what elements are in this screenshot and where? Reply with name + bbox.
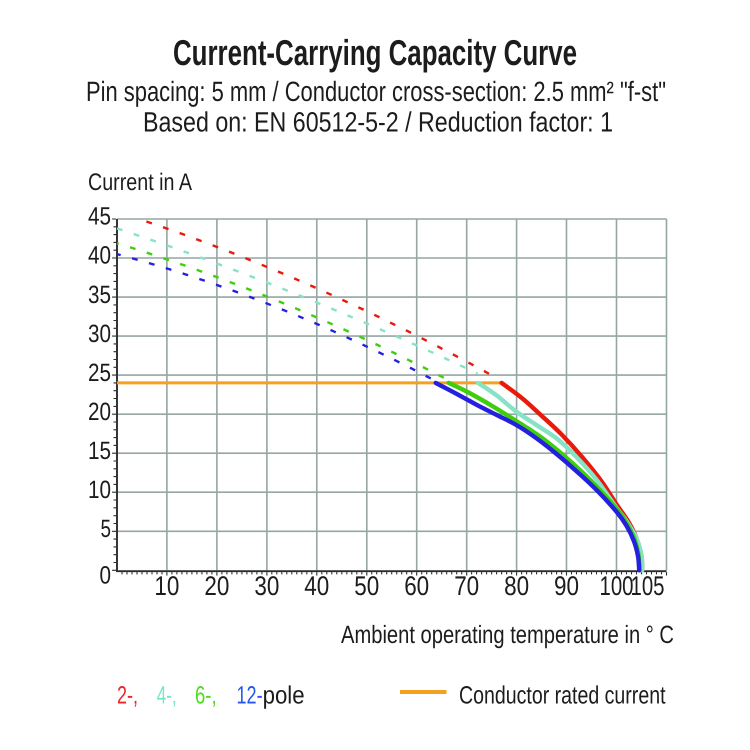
svg-text:30: 30 bbox=[254, 571, 279, 601]
svg-text:45: 45 bbox=[88, 203, 111, 231]
svg-text:5: 5 bbox=[101, 515, 112, 543]
svg-text:Current-Carrying Capacity Curv: Current-Carrying Capacity Curve bbox=[173, 32, 577, 73]
svg-text:90: 90 bbox=[554, 571, 579, 601]
svg-text:100: 100 bbox=[600, 571, 634, 601]
svg-text:10: 10 bbox=[88, 476, 111, 504]
svg-text:Pin spacing: 5 mm / Conductor: Pin spacing: 5 mm / Conductor cross-sect… bbox=[86, 76, 666, 107]
svg-text:105: 105 bbox=[631, 571, 665, 601]
svg-text:70: 70 bbox=[454, 571, 479, 601]
svg-text:0: 0 bbox=[100, 562, 112, 590]
svg-text:20: 20 bbox=[204, 571, 229, 601]
svg-text:Based on: EN 60512-5-2 / Reduc: Based on: EN 60512-5-2 / Reduction facto… bbox=[143, 107, 613, 138]
svg-text:80: 80 bbox=[504, 571, 529, 601]
svg-text:pole: pole bbox=[263, 682, 305, 710]
svg-text:12-: 12- bbox=[237, 682, 263, 710]
svg-text:60: 60 bbox=[404, 571, 429, 601]
svg-text:Current in A: Current in A bbox=[88, 169, 192, 196]
svg-text:25: 25 bbox=[88, 359, 111, 387]
svg-text:40: 40 bbox=[88, 242, 111, 270]
svg-text:6-,: 6-, bbox=[195, 682, 217, 710]
svg-text:50: 50 bbox=[354, 571, 379, 601]
svg-text:30: 30 bbox=[88, 320, 111, 348]
svg-text:35: 35 bbox=[88, 281, 111, 309]
svg-text:2-,: 2-, bbox=[117, 682, 138, 710]
svg-text:15: 15 bbox=[88, 437, 111, 465]
svg-text:10: 10 bbox=[154, 571, 179, 601]
svg-text:Ambient operating temperature: Ambient operating temperature in ° C bbox=[341, 621, 674, 649]
svg-text:4-,: 4-, bbox=[157, 682, 177, 710]
svg-text:20: 20 bbox=[88, 398, 111, 426]
svg-text:Conductor rated current: Conductor rated current bbox=[459, 682, 666, 710]
svg-text:40: 40 bbox=[304, 571, 329, 601]
